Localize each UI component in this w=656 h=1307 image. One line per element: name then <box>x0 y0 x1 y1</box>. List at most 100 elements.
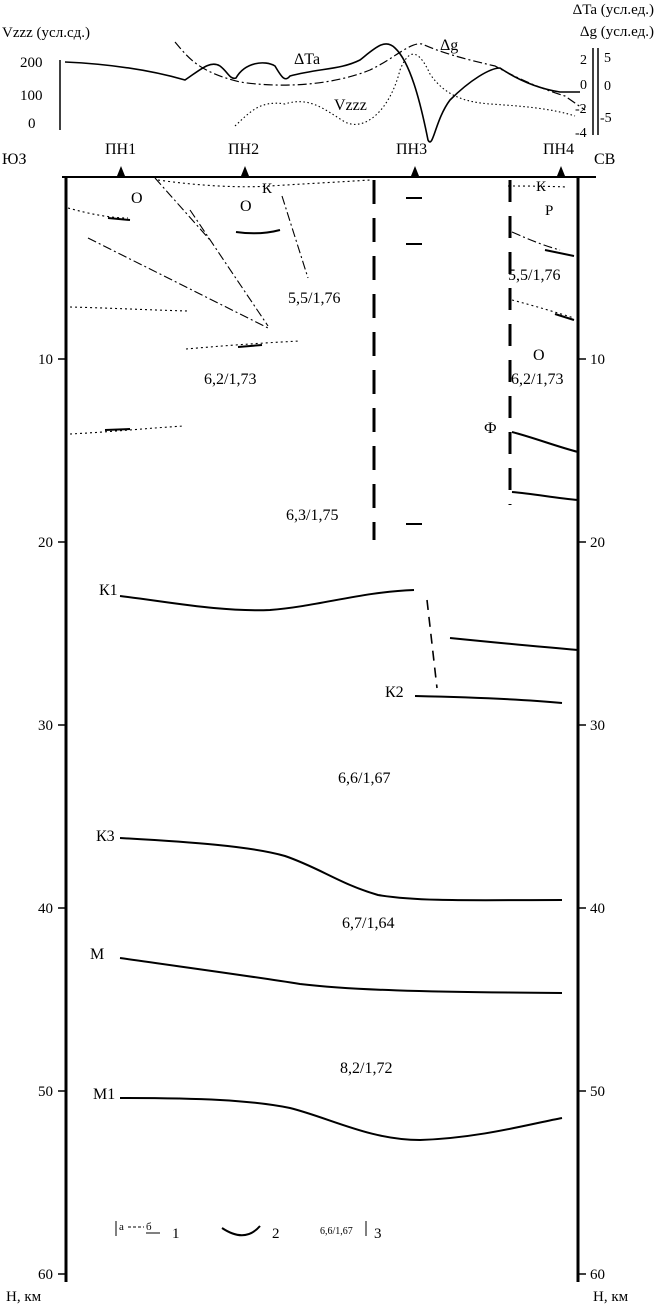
depth-label-left-40: 40 <box>38 901 53 917</box>
profile-left-end: ЮЗ <box>2 151 26 168</box>
left-tick-200: 200 <box>20 55 43 71</box>
layer-label-k: К <box>262 181 273 197</box>
layer-label-k: К <box>536 179 547 195</box>
solid-boundary-segment <box>104 428 131 431</box>
right-axis-label-dta: ΔTa (усл.ед.) <box>573 2 654 18</box>
solid-boundary-segment <box>544 249 575 257</box>
boundary-k1-fault <box>426 599 438 689</box>
velocity-density-labels: 5,5/1,76 5,5/1,76 6,2/1,73 6,2/1,73 6,3/… <box>204 267 563 1077</box>
boundary-k1 <box>119 589 415 612</box>
right-axis-label-dg: Δg (усл.ед.) <box>580 24 654 40</box>
solid-boundary-segment <box>511 491 579 501</box>
depth-label-right-10: 10 <box>590 352 605 368</box>
depth-unit-left: Н, км <box>6 1289 42 1305</box>
depth-label-right-40: 40 <box>590 901 605 917</box>
vzzz-curve <box>234 53 576 127</box>
solid-boundary-segment <box>554 313 575 321</box>
boundary-k3 <box>119 837 563 902</box>
dashdot-boundary <box>189 209 269 327</box>
station-marker-pn3 <box>411 166 419 176</box>
boundary-k2 <box>414 695 563 704</box>
right-tick-dta-m4: -4 <box>575 126 587 141</box>
legend: а б 1 2 6,6/1,67 3 <box>115 1221 382 1242</box>
dotted-boundary <box>67 207 129 219</box>
dta-curve-label: ΔTa <box>294 51 320 68</box>
legend-item3-sample: 6,6/1,67 <box>320 1226 353 1237</box>
left-axis-label: Vzzz (усл.сд.) <box>2 25 90 41</box>
dg-curve <box>174 41 586 111</box>
depth-label-right-30: 30 <box>590 718 605 734</box>
layer-label-r: Р <box>545 203 553 219</box>
station-label-pn3: ПН3 <box>396 141 427 158</box>
right-tick-dta-2: 2 <box>580 53 587 68</box>
right-tick-dta-0: 0 <box>580 78 587 93</box>
legend-item3-number: 3 <box>374 1226 382 1242</box>
boundary-m1 <box>119 1097 563 1142</box>
profile-right-end: СВ <box>594 151 615 168</box>
depth-label-left-30: 30 <box>38 718 53 734</box>
right-tick-dg-m5: -5 <box>600 111 612 126</box>
dg-curve-label: Δg <box>440 37 458 54</box>
boundary-label-k2: К2 <box>385 684 404 701</box>
section-frame: 10 20 30 40 50 60 10 20 30 40 50 60 Н, к… <box>6 177 629 1305</box>
station-marker-pn4 <box>557 166 565 176</box>
legend-item2-line <box>221 1225 261 1237</box>
dotted-boundary <box>69 306 189 312</box>
legend-item1-number: 1 <box>172 1226 180 1242</box>
dotted-boundary <box>507 185 569 188</box>
vd-label: 6,3/1,75 <box>286 507 338 524</box>
dotted-boundary <box>511 299 575 319</box>
right-tick-dg-0: 0 <box>604 79 611 94</box>
solid-boundary-segment <box>235 229 281 235</box>
vd-label: 5,5/1,76 <box>288 290 340 307</box>
upper-crust-lines: О О К К Р О Ф <box>67 177 579 540</box>
dashdot-boundary <box>511 231 561 251</box>
boundary-label-k3: К3 <box>96 828 115 845</box>
vd-label: 6,2/1,73 <box>204 371 256 388</box>
depth-unit-right: Н, км <box>593 1289 629 1305</box>
right-tick-dta-m2: -2 <box>575 102 587 117</box>
vzzz-curve-label: Vzzz <box>334 97 367 114</box>
station-marker-pn2 <box>241 166 249 176</box>
dashdot-boundary <box>281 195 309 279</box>
left-tick-100: 100 <box>20 88 43 104</box>
left-tick-0: 0 <box>28 116 36 132</box>
station-marker-pn1 <box>117 166 125 176</box>
depth-label-right-60: 60 <box>590 1267 605 1283</box>
layer-label-o: О <box>240 198 252 215</box>
profile-header: ЮЗ СВ ПН1 ПН2 ПН3 ПН4 <box>2 141 615 178</box>
layer-label-f: Ф <box>484 420 497 437</box>
depth-label-left-60: 60 <box>38 1267 53 1283</box>
vd-label: 5,5/1,76 <box>508 267 560 284</box>
vd-label: 6,2/1,73 <box>511 371 563 388</box>
depth-label-left-20: 20 <box>38 535 53 551</box>
dashdot-boundary <box>154 177 211 241</box>
boundary-m <box>119 957 563 994</box>
legend-item1-b: б <box>146 1221 152 1233</box>
legend-item1-a: а <box>119 1221 124 1233</box>
depth-tick-marks <box>58 358 586 1275</box>
depth-label-right-20: 20 <box>590 535 605 551</box>
boundary-label-k1: К1 <box>99 582 118 599</box>
station-label-pn1: ПН1 <box>105 141 136 158</box>
right-tick-dg-5: 5 <box>604 51 611 66</box>
anomaly-plot: Vzzz (усл.сд.) ΔTa (усл.ед.) Δg (усл.ед.… <box>2 2 654 143</box>
station-label-pn4: ПН4 <box>543 141 574 158</box>
boundary-label-m: М <box>90 946 104 963</box>
boundary-label-m1: М1 <box>93 1086 115 1103</box>
layer-label-o: О <box>131 190 143 207</box>
vd-label: 6,6/1,67 <box>338 770 390 787</box>
vd-label: 8,2/1,72 <box>340 1060 392 1077</box>
vd-label: 6,7/1,64 <box>342 915 394 932</box>
dotted-boundary <box>185 340 301 350</box>
layer-label-o: О <box>533 347 545 364</box>
deep-boundaries: К1 К2 К3 М М1 <box>90 582 579 1142</box>
depth-label-right-50: 50 <box>590 1084 605 1100</box>
boundary-k2-upper <box>449 637 579 651</box>
solid-boundary-segment <box>107 217 131 221</box>
station-label-pn2: ПН2 <box>228 141 259 158</box>
depth-label-left-10: 10 <box>38 352 53 368</box>
depth-label-left-50: 50 <box>38 1084 53 1100</box>
dta-curve <box>64 43 580 143</box>
